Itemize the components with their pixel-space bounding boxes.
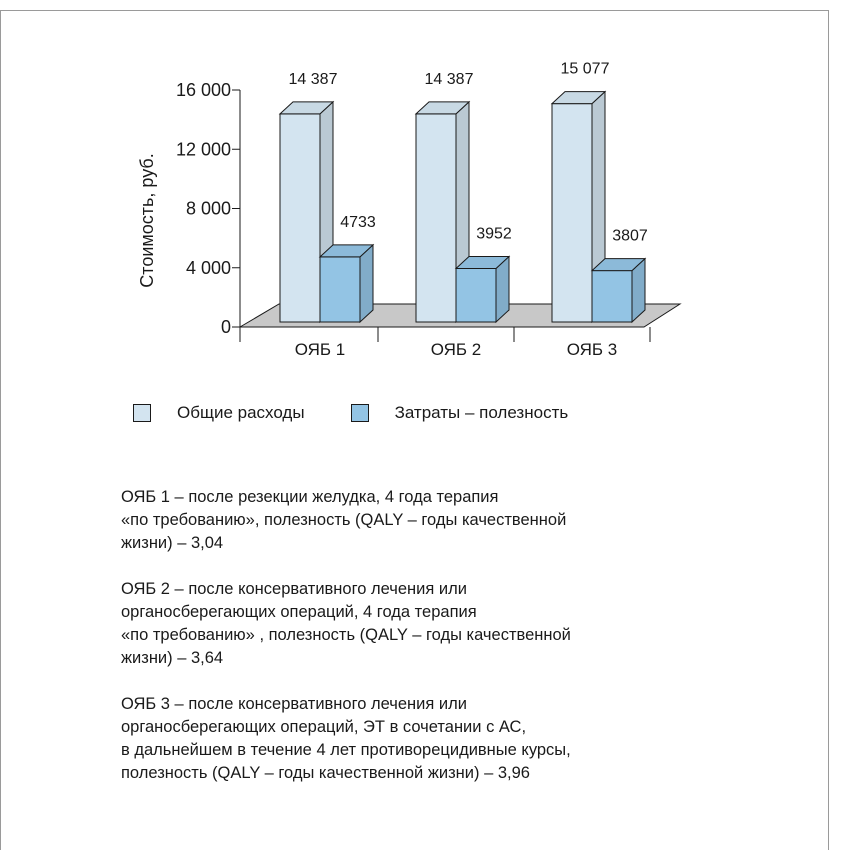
bar-value-label: 3807 [612,228,648,245]
note-line: в дальнейшем в течение 4 лет противореци… [121,741,571,759]
bar-value-label: 15 077 [561,61,610,78]
note-line: «по требованию», полезность (QALY – годы… [121,511,567,529]
y-tick-label: 16 000 [176,80,231,100]
bar-chart: 0 4 000 8 000 12 000 16 000 Стоимость, руб. ОЯ… [137,61,682,359]
x-category-label: ОЯБ 3 [567,340,617,359]
note-line: ОЯБ 1 – после резекции желудка, 4 года т… [121,488,499,506]
note-oyab-2: ОЯБ 2 – после консервативного лечения ил… [121,578,761,670]
bar-front [279,113,321,323]
x-category-label: ОЯБ 2 [431,340,481,359]
note-line: ОЯБ 3 – после консервативного лечения ил… [121,695,467,713]
bar-value-label: 14 387 [425,71,474,88]
note-oyab-1: ОЯБ 1 – после резекции желудка, 4 года т… [121,486,761,555]
bar-top [590,258,647,272]
bar-top [318,244,375,258]
note-line: «по требованию» , полезность (QALY – год… [121,626,571,644]
bar-value-label: 4733 [340,214,376,231]
bar-front [319,256,361,323]
legend-item-total: Общие расходы [133,403,305,423]
note-line: жизни) – 3,64 [121,649,224,667]
bar-value-label: 3952 [476,225,512,242]
note-line: жизни) – 3,04 [121,534,224,552]
bar-top [278,101,335,115]
bar-front [455,267,497,323]
bar-top [414,101,471,115]
note-line: ОЯБ 2 – после консервативного лечения ил… [121,580,467,598]
note-line: полезность (QALY – годы качественной жиз… [121,764,530,782]
legend-item-utility: Затраты – полезность [350,403,569,423]
legend: Общие расходы Затраты – полезность [133,403,614,423]
legend-swatch-utility [350,404,369,422]
bar-top [454,255,511,269]
y-tick-label: 12 000 [176,139,231,159]
legend-swatch-total [133,404,151,422]
note-oyab-3: ОЯБ 3 – после консервативного лечения ил… [121,693,761,785]
y-tick-label: 8 000 [186,199,231,219]
figure-frame [0,10,829,850]
bar-front [551,103,593,323]
bar-value-label: 14 387 [289,71,338,88]
y-axis-label: Стоимость, руб. [137,153,157,287]
bar-front [415,113,457,323]
bar-side [359,243,374,324]
x-category-label: ОЯБ 1 [295,340,345,359]
note-line: органосберегающих операций, 4 года терап… [121,603,477,621]
bar-front [591,270,633,323]
y-tick-label: 4 000 [186,258,231,278]
legend-label-total: Общие расходы [177,403,305,422]
y-tick-label: 0 [221,317,231,337]
note-line: органосберегающих операций, ЭТ в сочетан… [121,718,527,736]
notes: ОЯБ 1 – после резекции желудка, 4 года т… [121,486,761,808]
bar-top [550,91,607,105]
legend-label-utility: Затраты – полезность [394,403,569,422]
